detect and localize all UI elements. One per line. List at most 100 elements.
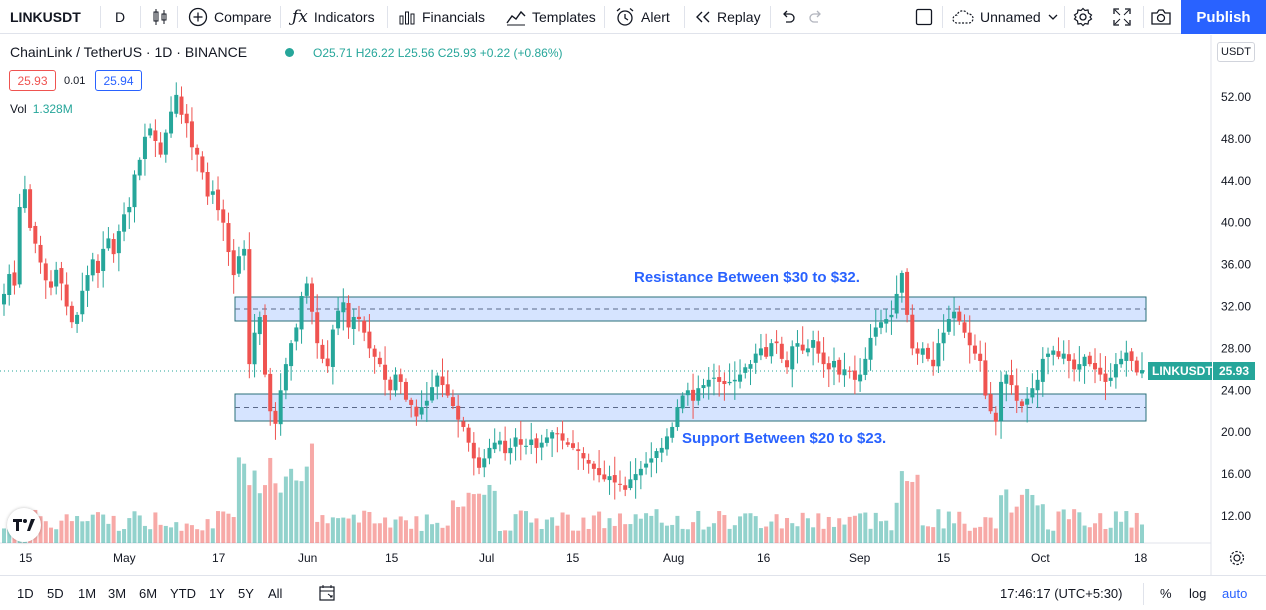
alert-button[interactable]: Alert xyxy=(615,0,670,33)
range-button-5d[interactable]: 5D xyxy=(47,586,64,601)
price-scale[interactable]: 52.00 48.00 44.00 40.00 36.00 32.00 28.00 24.00… xyxy=(1221,90,1251,523)
volume-bar xyxy=(816,513,821,543)
candle-body xyxy=(195,147,200,155)
volume-bar xyxy=(863,512,868,543)
volume-bar xyxy=(842,524,847,543)
indicators-button[interactable]: ƒx Indicators xyxy=(292,0,375,33)
settings-button[interactable] xyxy=(1073,0,1093,33)
candle-body xyxy=(111,239,116,255)
undo-button[interactable] xyxy=(780,0,796,33)
volume-bar xyxy=(80,521,85,543)
range-button-5y[interactable]: 5Y xyxy=(238,586,254,601)
replay-button[interactable]: Replay xyxy=(695,0,761,33)
volume-bar xyxy=(477,493,482,543)
interval-button[interactable]: D xyxy=(115,0,125,33)
symbol-title[interactable]: ChainLink / TetherUS · 1D · BINANCE xyxy=(10,44,248,60)
rewind-icon xyxy=(695,10,711,24)
candle-body xyxy=(617,483,622,485)
percent-toggle[interactable]: % xyxy=(1160,586,1172,601)
volume-bar xyxy=(513,514,518,543)
range-button-1y[interactable]: 1Y xyxy=(209,586,225,601)
range-button-all[interactable]: All xyxy=(268,586,283,601)
volume-bar xyxy=(273,483,278,543)
range-button-1m[interactable]: 1M xyxy=(78,586,97,601)
volume-legend[interactable]: Vol 1.328M xyxy=(10,102,73,116)
symbol-search-button[interactable]: LINKUSDT xyxy=(10,0,81,33)
candle-body xyxy=(581,453,586,459)
tradingview-logo[interactable] xyxy=(7,508,41,542)
candle-body xyxy=(1077,364,1082,370)
candle-body xyxy=(816,341,821,354)
fullscreen-layout-button[interactable] xyxy=(915,0,933,33)
sell-price-button[interactable]: 25.93 xyxy=(9,70,56,91)
scale-settings-icon[interactable] xyxy=(1229,550,1245,566)
goto-date-icon[interactable] xyxy=(318,584,336,602)
range-button-3m[interactable]: 3M xyxy=(108,586,127,601)
volume-bar xyxy=(591,515,596,543)
snapshot-button[interactable] xyxy=(1150,0,1172,33)
log-toggle[interactable]: log xyxy=(1189,586,1207,601)
candle-body xyxy=(304,283,309,296)
time-scale[interactable]: 15 May 17 Jun 15 Jul 15 Aug 16 Sep 15 Oct 18 xyxy=(19,551,1148,565)
volume-bar xyxy=(837,518,842,543)
candle-body xyxy=(1051,350,1056,355)
candle-body xyxy=(910,314,915,349)
volume-bar xyxy=(236,457,241,543)
price-chart[interactable]: Resistance Between $30 to $32. Support B… xyxy=(0,35,1266,575)
auto-toggle[interactable]: auto xyxy=(1222,586,1248,601)
volume-bar xyxy=(957,511,962,543)
currency-button[interactable]: USDT xyxy=(1217,42,1255,62)
volume-bar xyxy=(691,522,696,543)
support-label[interactable]: Support Between $20 to $23. xyxy=(682,430,886,447)
layout-menu-button[interactable]: Unnamed xyxy=(952,0,1059,33)
range-button-1d[interactable]: 1D xyxy=(17,586,34,601)
candle-body xyxy=(142,136,147,160)
volume-bar xyxy=(278,492,283,543)
range-button-6m[interactable]: 6M xyxy=(139,586,158,601)
time-tick-label: 15 xyxy=(566,551,580,565)
chart-canvas[interactable]: Resistance Between $30 to $32. Support B… xyxy=(0,35,1266,575)
volume-bar xyxy=(216,511,221,543)
candle-body xyxy=(320,344,325,359)
candle-body xyxy=(1087,355,1092,365)
volume-bar xyxy=(675,515,680,543)
candle-body xyxy=(696,388,701,401)
plus-circle-icon xyxy=(188,7,208,27)
publish-button[interactable]: Publish xyxy=(1181,0,1266,34)
price-tick-label: 16.00 xyxy=(1221,467,1251,481)
candle-body xyxy=(790,346,795,370)
fullscreen-button[interactable] xyxy=(1113,0,1131,33)
volume-bar xyxy=(905,481,910,543)
candle-body xyxy=(905,271,910,315)
candle-body xyxy=(1072,359,1077,370)
resistance-label[interactable]: Resistance Between $30 to $32. xyxy=(634,269,860,286)
volume-bar xyxy=(785,517,790,543)
chart-type-button[interactable] xyxy=(151,0,169,33)
volume-bar xyxy=(169,527,174,543)
candle-body xyxy=(748,364,753,369)
candle-body xyxy=(602,474,607,480)
templates-button[interactable]: Templates xyxy=(506,0,596,33)
volume-bar xyxy=(377,523,382,543)
volume-bar xyxy=(403,520,408,543)
candle-body xyxy=(571,443,575,448)
volume-bar xyxy=(680,528,685,543)
price-tick-label: 52.00 xyxy=(1221,90,1251,104)
last-price-tag xyxy=(1213,362,1255,380)
candle-body xyxy=(1066,354,1071,361)
financials-button[interactable]: Financials xyxy=(398,0,485,33)
compare-button[interactable]: Compare xyxy=(188,0,272,33)
volume-bar xyxy=(602,528,607,543)
volume-bar xyxy=(320,515,325,543)
candle-body xyxy=(785,360,790,368)
redo-button[interactable] xyxy=(808,0,824,33)
volume-bar xyxy=(101,514,106,543)
buy-price-button[interactable]: 25.94 xyxy=(95,70,142,91)
range-button-ytd[interactable]: YTD xyxy=(170,586,196,601)
clock[interactable]: 17:46:17 (UTC+5:30) xyxy=(1000,586,1123,601)
time-tick-label: 18 xyxy=(1134,551,1148,565)
candle-body xyxy=(1103,373,1108,382)
volume-bar xyxy=(1129,527,1134,543)
candle-body xyxy=(821,352,826,365)
candle-body xyxy=(513,437,518,447)
